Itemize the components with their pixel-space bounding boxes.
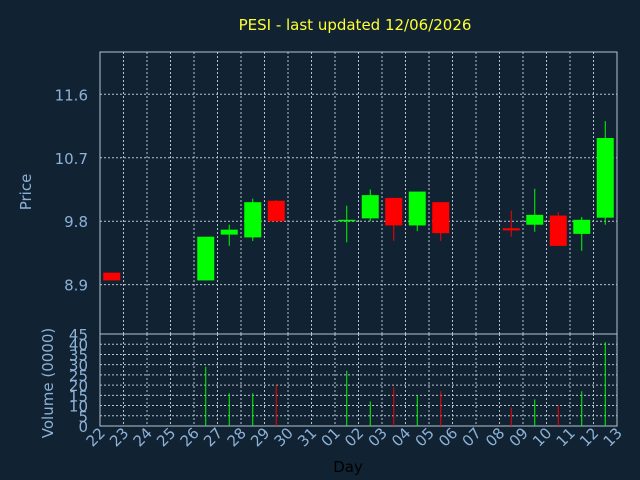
volume-tick-label: 35	[69, 346, 88, 364]
volume-tick-label: 0	[78, 418, 88, 436]
x-tick-label: 10	[529, 424, 555, 450]
volume-tick-label: 45	[69, 326, 88, 344]
volume-tick-label: 40	[69, 336, 88, 354]
price-y-ticks: 8.9 9.8 10.7 11.6	[55, 86, 88, 294]
x-tick-label: 06	[435, 424, 461, 450]
candle-body	[267, 200, 285, 222]
price-tick-label: 9.8	[64, 213, 88, 231]
volume-bars	[205, 342, 606, 426]
volume-tick-label: 25	[69, 367, 88, 385]
candle-body	[549, 215, 567, 246]
volume-tick-label: 5	[78, 408, 88, 426]
price-tick-label: 10.7	[55, 150, 88, 168]
candle-body	[526, 214, 544, 225]
x-tick-label: 13	[600, 424, 626, 450]
x-tick-label: 30	[271, 424, 297, 450]
candle-body	[385, 197, 403, 226]
volume-tick-label: 10	[69, 398, 88, 416]
candle-body	[338, 219, 356, 222]
volume-tick-label: 15	[69, 387, 88, 405]
volume-tick-label: 30	[69, 357, 88, 375]
x-tick-label: 12	[576, 424, 602, 450]
volume-grid	[99, 333, 618, 427]
x-tick-label: 31	[294, 424, 320, 450]
candle-body	[244, 202, 262, 238]
x-tick-label: 29	[247, 424, 273, 450]
x-tick-label: 07	[459, 424, 485, 450]
x-tick-label: 26	[177, 424, 203, 450]
x-tick-label: 09	[506, 424, 532, 450]
x-tick-label: 25	[153, 424, 179, 450]
chart-title: PESI - last updated 12/06/2026	[239, 16, 472, 34]
candle-body	[197, 236, 215, 281]
x-axis-label: Day	[333, 458, 363, 476]
x-tick-label: 11	[553, 424, 579, 450]
x-tick-label: 24	[130, 424, 156, 450]
x-tick-label: 02	[341, 424, 367, 450]
x-tick-label: 27	[200, 424, 226, 450]
volume-tick-label: 20	[69, 377, 88, 395]
price-tick-label: 8.9	[64, 277, 88, 295]
x-tick-label: 01	[318, 424, 344, 450]
x-tick-label: 23	[106, 424, 132, 450]
candle-body	[596, 138, 614, 218]
x-tick-label: 04	[388, 424, 414, 450]
x-tick-label: 05	[412, 424, 438, 450]
price-tick-label: 11.6	[55, 86, 88, 104]
volume-axis-label: Volume (0000)	[39, 328, 57, 438]
candle-body	[573, 219, 591, 234]
x-tick-label: 28	[224, 424, 250, 450]
candle-body	[408, 191, 426, 226]
candle-body	[103, 272, 121, 281]
candle-body	[361, 195, 379, 219]
candle-body	[220, 229, 238, 235]
price-axis-label: Price	[17, 174, 35, 211]
candles	[103, 121, 614, 281]
candle-body	[502, 228, 520, 231]
x-axis-ticks: 2223242526272829303101020304050607080910…	[83, 424, 626, 450]
x-tick-label: 03	[365, 424, 391, 450]
candle-body	[432, 202, 450, 234]
x-tick-label: 08	[482, 424, 508, 450]
volume-panel-frame	[99, 333, 618, 427]
price-grid	[99, 51, 618, 335]
